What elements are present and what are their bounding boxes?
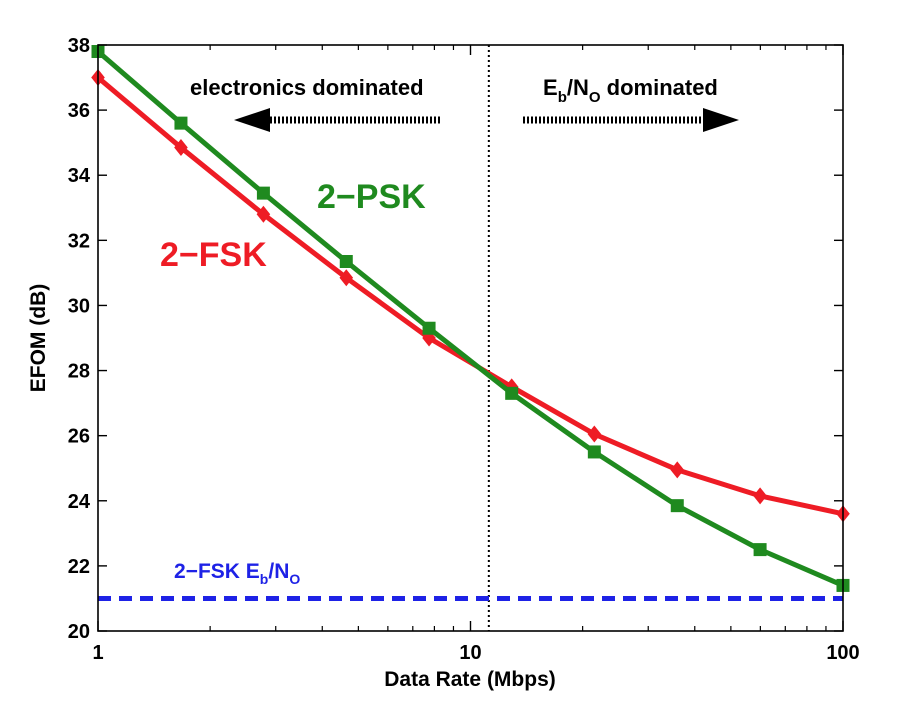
point-psk (505, 386, 519, 400)
point-psk (670, 499, 684, 513)
point-psk (339, 254, 353, 268)
right-arrow-head (703, 108, 739, 132)
ebno-dominated-e: E (543, 75, 558, 100)
y-tick-label: 30 (68, 295, 90, 317)
point-fsk (256, 205, 271, 223)
left-arrow (234, 108, 440, 132)
series-layer (91, 45, 850, 592)
ebno-dominated-label: Eb/NO dominated (543, 75, 718, 106)
x-tick-label: 1 (92, 642, 103, 664)
ebno-dominated-b: b (558, 89, 567, 106)
point-fsk (670, 461, 685, 479)
series-line-fsk (96, 75, 844, 517)
x-tick-label: 10 (459, 642, 481, 664)
point-fsk (174, 139, 188, 157)
point-psk (174, 116, 188, 130)
right-arrow (523, 108, 739, 132)
ticks-layer: 20 22 24 26 28 30 32 34 36 38 1 10 100 (68, 35, 860, 664)
point-fsk (753, 487, 767, 505)
ref-label-main: 2−FSK E (174, 560, 260, 583)
point-psk (587, 445, 601, 459)
point-fsk (587, 425, 602, 443)
y-tick-label: 32 (68, 230, 90, 252)
x-axis-title: Data Rate (Mbps) (384, 668, 556, 691)
series-line-psk (96, 49, 844, 588)
ebno-dominated-n: /N (567, 75, 589, 100)
series-label-2fsk: 2−FSK (160, 236, 267, 274)
electronics-dominated-label: electronics dominated (190, 75, 424, 100)
reference-label: 2−FSK Eb/NO (174, 560, 300, 587)
y-tick-label: 20 (68, 621, 90, 643)
x-tick-label: 100 (826, 642, 859, 664)
plot-frame (97, 44, 844, 632)
y-tick-label: 28 (68, 361, 90, 383)
series-label-2psk: 2−PSK (317, 178, 426, 216)
ebno-dominated-o: O (589, 89, 601, 106)
ref-label-n: /N (268, 560, 289, 583)
point-psk (256, 186, 270, 200)
y-tick-label: 26 (68, 426, 90, 448)
point-fsk (339, 269, 354, 287)
y-axis-title: EFOM (dB) (27, 284, 50, 392)
point-psk (753, 543, 767, 557)
ref-label-b: b (260, 571, 269, 587)
left-arrow-head (234, 108, 270, 132)
y-tick-label: 22 (68, 556, 90, 578)
y-tick-label: 34 (68, 165, 91, 187)
y-tick-label: 38 (68, 35, 90, 57)
y-tick-label: 24 (68, 491, 91, 513)
y-tick-label: 36 (68, 100, 90, 122)
point-psk (422, 321, 436, 335)
ebno-dominated-word: dominated (601, 75, 718, 100)
ref-label-o: O (289, 571, 300, 587)
